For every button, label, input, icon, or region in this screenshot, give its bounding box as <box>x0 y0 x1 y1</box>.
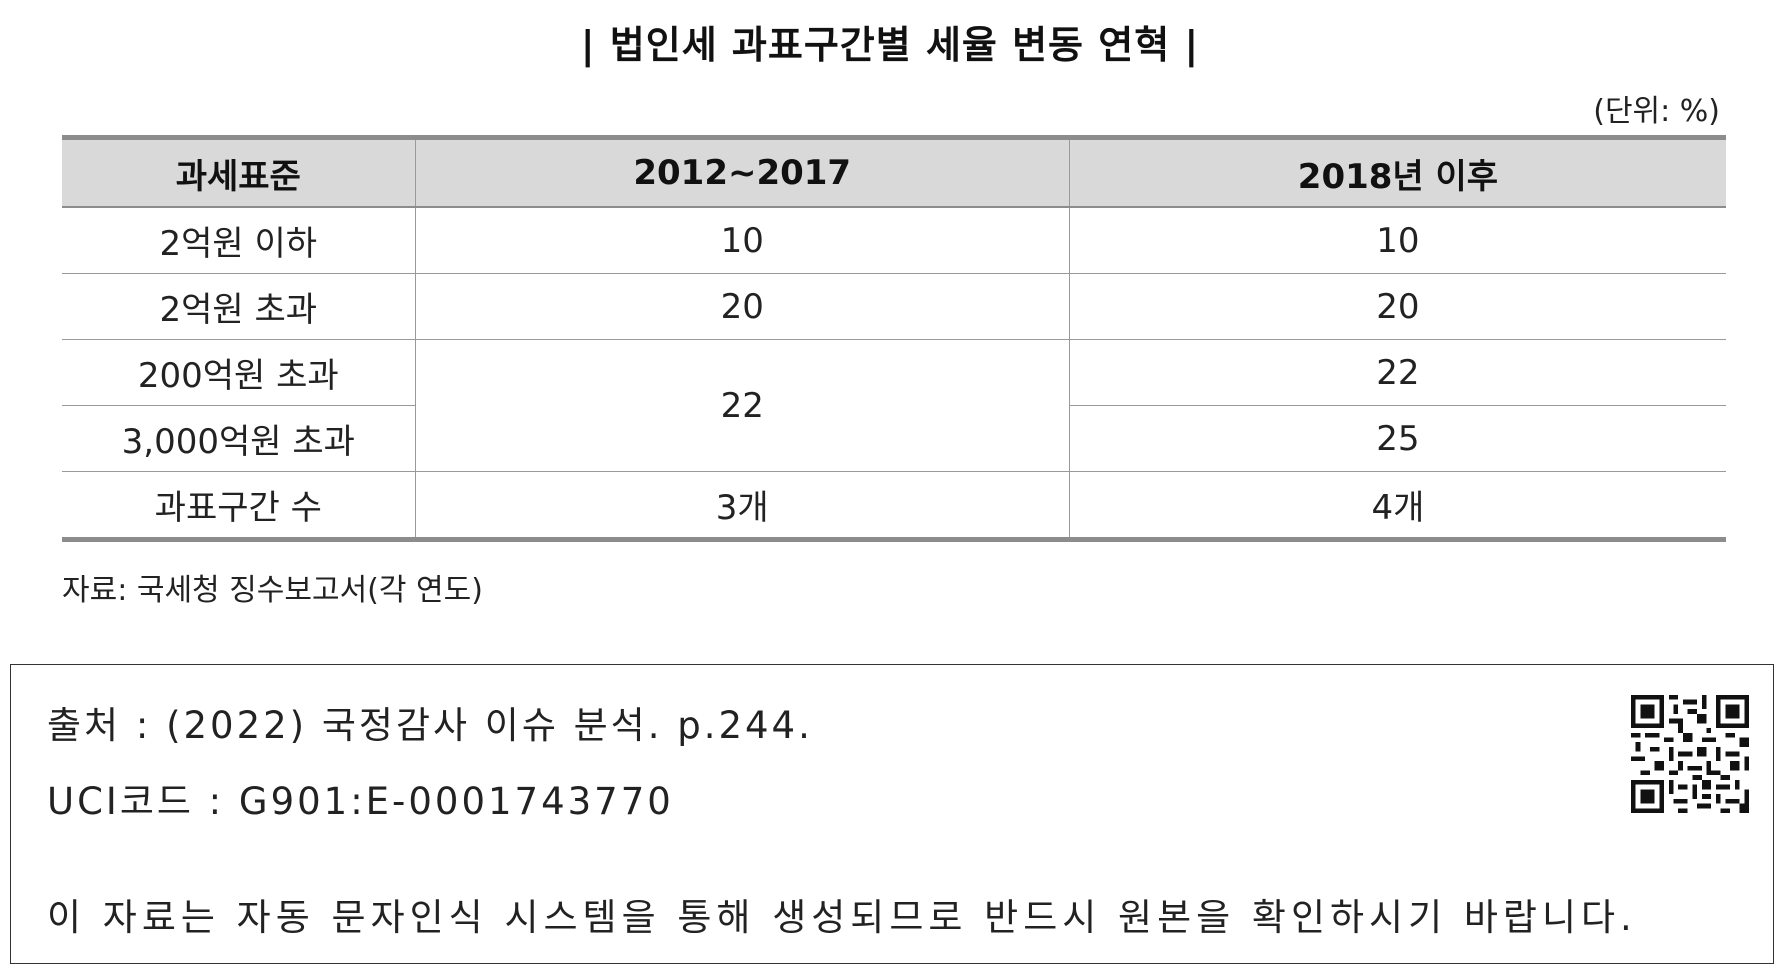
rate-2018-cell: 22 <box>1068 339 1726 406</box>
header-tax-base: 과세표준 <box>62 135 416 208</box>
header-2018-after: 2018년 이후 <box>1068 135 1726 208</box>
source-note: 자료: 국세청 징수보고서(각 연도) <box>62 573 483 608</box>
bracket-cell: 과표구간 수 <box>62 471 416 542</box>
ocr-notice: 이 자료는 자동 문자인식 시스템을 통해 생성되므로 반드시 원본을 확인하시… <box>47 896 1637 939</box>
rate-2012-cell: 20 <box>414 273 1070 340</box>
bracket-cell: 3,000억원 초과 <box>62 405 416 472</box>
rate-2018-cell: 4개 <box>1068 471 1726 542</box>
rate-2012-cell: 10 <box>414 207 1070 274</box>
bracket-cell: 2억원 초과 <box>62 273 416 340</box>
rate-2012-merged-cell: 22 <box>414 339 1070 472</box>
table-row: 200억원 초과 22 22 <box>62 339 1726 472</box>
rate-2018-cell: 25 <box>1068 405 1726 472</box>
qr-code-icon[interactable] <box>1631 695 1749 813</box>
rate-2018-cell: 20 <box>1068 273 1726 340</box>
table-row: 3,000억원 초과 25 <box>62 405 1726 472</box>
tax-rate-table: 과세표준 2012~2017 2018년 이후 2억원 이하 10 10 2억원… <box>62 135 1726 542</box>
header-2012-2017: 2012~2017 <box>414 135 1070 208</box>
bracket-cell: 200억원 초과 <box>62 339 416 406</box>
table-row: 과표구간 수 3개 4개 <box>62 471 1726 542</box>
rate-2018-cell: 10 <box>1068 207 1726 274</box>
table-header-row: 과세표준 2012~2017 2018년 이후 <box>62 135 1726 208</box>
citation-text: 출처 : (2022) 국정감사 이슈 분석. p.244. <box>47 704 813 747</box>
rate-2012-cell: 3개 <box>414 471 1070 542</box>
table-row: 2억원 초과 20 20 <box>62 273 1726 340</box>
uci-code: UCI코드 : G901:E-0001743770 <box>47 780 674 823</box>
bracket-cell: 2억원 이하 <box>62 207 416 274</box>
document-title: | 법인세 과표구간별 세율 변동 연혁 | <box>580 23 1200 67</box>
citation-box: 출처 : (2022) 국정감사 이슈 분석. p.244. UCI코드 : G… <box>10 664 1774 964</box>
table-row: 2억원 이하 10 10 <box>62 207 1726 274</box>
unit-label: (단위: %) <box>1593 94 1720 129</box>
